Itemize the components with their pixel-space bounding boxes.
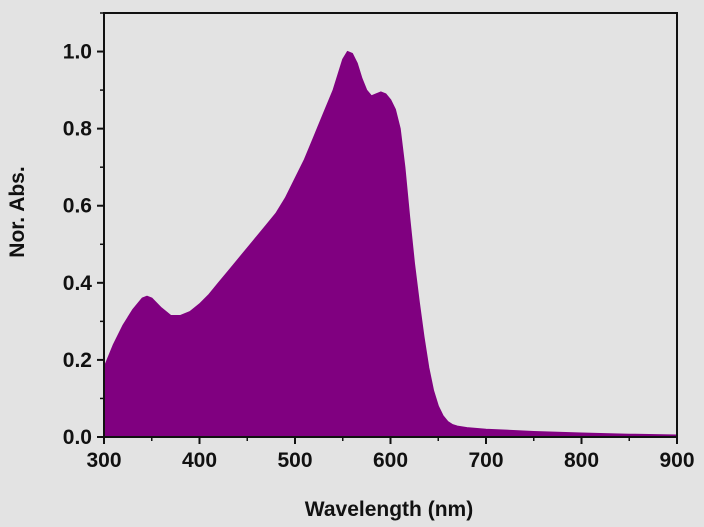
x-tick-label-500: 500 xyxy=(277,449,312,472)
y-tick-label-0.8: 0.8 xyxy=(63,118,93,141)
x-tick-label-700: 700 xyxy=(468,449,503,472)
absorbance-area-series-0 xyxy=(103,50,678,438)
x-tick-label-300: 300 xyxy=(86,449,121,472)
y-tick-label-0.4: 0.4 xyxy=(63,272,93,295)
y-tick-label-0.2: 0.2 xyxy=(63,349,92,372)
y-tick-label-0.6: 0.6 xyxy=(63,195,92,218)
y-tick-label-1.0: 1.0 xyxy=(63,41,92,64)
x-tick-label-400: 400 xyxy=(182,449,217,472)
x-tick-label-900: 900 xyxy=(659,449,694,472)
y-tick-label-0.0: 0.0 xyxy=(63,426,92,449)
y-axis-title: Nor. Abs. xyxy=(6,166,29,257)
x-tick-label-800: 800 xyxy=(564,449,599,472)
x-tick-label-600: 600 xyxy=(373,449,408,472)
x-axis-title: Wavelength (nm) xyxy=(305,498,473,521)
